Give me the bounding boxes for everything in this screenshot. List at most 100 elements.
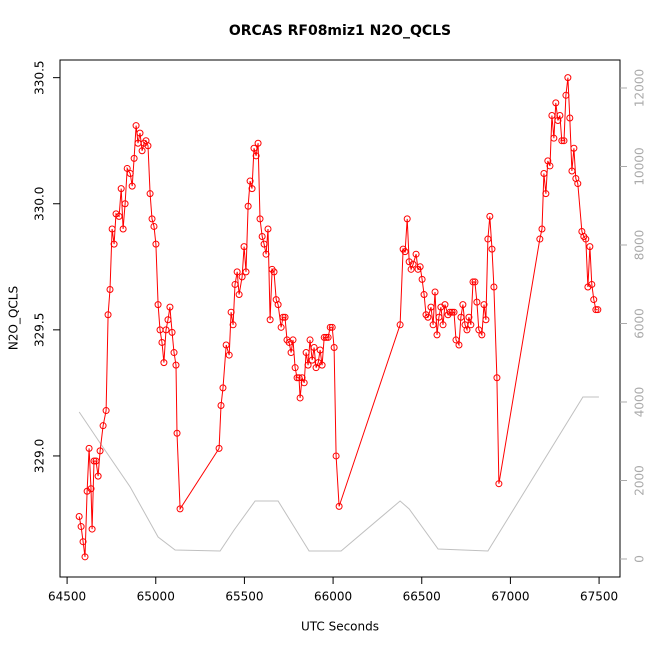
data-point: [270, 268, 278, 276]
data-point: [260, 240, 268, 248]
data-point: [536, 235, 544, 243]
data-point: [420, 291, 428, 299]
data-point: [222, 341, 230, 349]
data-point: [493, 374, 501, 382]
series-line: [78, 396, 599, 552]
data-point: [332, 452, 340, 460]
y2-tick-label: 0: [633, 555, 647, 563]
data-point: [138, 147, 146, 155]
data-point: [164, 316, 172, 324]
data-point: [318, 361, 326, 369]
data-point: [469, 278, 477, 286]
data-point: [240, 243, 248, 251]
data-point: [482, 316, 490, 324]
data-point: [121, 200, 129, 208]
data-point: [486, 212, 494, 220]
data-point: [126, 169, 134, 177]
data-point: [538, 225, 546, 233]
data-point: [308, 356, 316, 364]
data-point: [281, 313, 289, 321]
y-tick-label: 329.5: [33, 313, 47, 347]
data-point: [328, 323, 336, 331]
data-point: [478, 331, 486, 339]
x-tick-label: 64500: [48, 590, 86, 604]
data-point: [568, 167, 576, 175]
data-point: [412, 250, 420, 258]
data-point: [403, 215, 411, 223]
data-point: [546, 162, 554, 170]
x-tick-label: 65000: [137, 590, 175, 604]
data-point: [99, 422, 107, 430]
data-point: [463, 326, 471, 334]
data-point: [467, 321, 475, 329]
data-point: [291, 364, 299, 372]
data-point: [217, 402, 225, 410]
data-point: [316, 346, 324, 354]
data-point: [106, 285, 114, 293]
data-point: [570, 144, 578, 152]
data-point: [108, 225, 116, 233]
data-point: [306, 336, 314, 344]
x-tick-label: 66000: [314, 590, 352, 604]
data-point: [590, 296, 598, 304]
data-point: [495, 480, 503, 488]
data-point: [484, 235, 492, 243]
x-tick-label: 65500: [225, 590, 263, 604]
data-point: [320, 333, 328, 341]
data-point: [310, 344, 318, 352]
x-axis-label: UTC Seconds: [301, 620, 379, 634]
data-point: [564, 74, 572, 82]
data-point: [256, 215, 264, 223]
data-point: [450, 308, 458, 316]
data-point: [110, 240, 118, 248]
data-point: [446, 308, 454, 316]
data-point: [150, 222, 158, 230]
data-point: [172, 361, 180, 369]
data-point: [592, 306, 600, 314]
data-point: [582, 235, 590, 243]
chart-title: ORCAS RF08miz1 N2O_QCLS: [229, 23, 451, 39]
data-point: [473, 298, 481, 306]
data-point: [173, 429, 181, 437]
data-point: [560, 137, 568, 145]
data-point: [562, 91, 570, 99]
data-point: [87, 485, 95, 493]
data-point: [235, 291, 243, 299]
data-point: [475, 326, 483, 334]
data-point: [409, 260, 417, 268]
y2-tick-label: 6000: [633, 308, 647, 339]
data-point: [128, 182, 136, 190]
data-point: [152, 240, 160, 248]
data-point: [586, 243, 594, 251]
data-point: [115, 212, 123, 220]
data-point: [548, 111, 556, 119]
data-point: [431, 288, 439, 296]
data-point: [146, 190, 154, 198]
data-point: [435, 313, 443, 321]
data-point: [219, 384, 227, 392]
data-point: [490, 283, 498, 291]
data-point: [418, 275, 426, 283]
data-point: [427, 303, 435, 311]
data-point: [488, 245, 496, 253]
data-point: [588, 280, 596, 288]
data-point: [238, 273, 246, 281]
data-point: [233, 268, 241, 276]
data-point: [457, 313, 465, 321]
data-point: [304, 361, 312, 369]
data-point: [330, 344, 338, 352]
data-point: [552, 99, 560, 107]
data-point: [542, 190, 550, 198]
data-point: [246, 177, 254, 185]
data-point: [465, 313, 473, 321]
data-point: [296, 394, 304, 402]
y-tick-label: 330.5: [33, 60, 47, 94]
x-tick-label: 67000: [491, 590, 529, 604]
data-point: [215, 444, 223, 452]
data-point: [287, 349, 295, 357]
data-point: [558, 137, 566, 145]
data-point: [326, 323, 334, 331]
data-point: [540, 169, 548, 177]
data-point: [254, 139, 262, 147]
